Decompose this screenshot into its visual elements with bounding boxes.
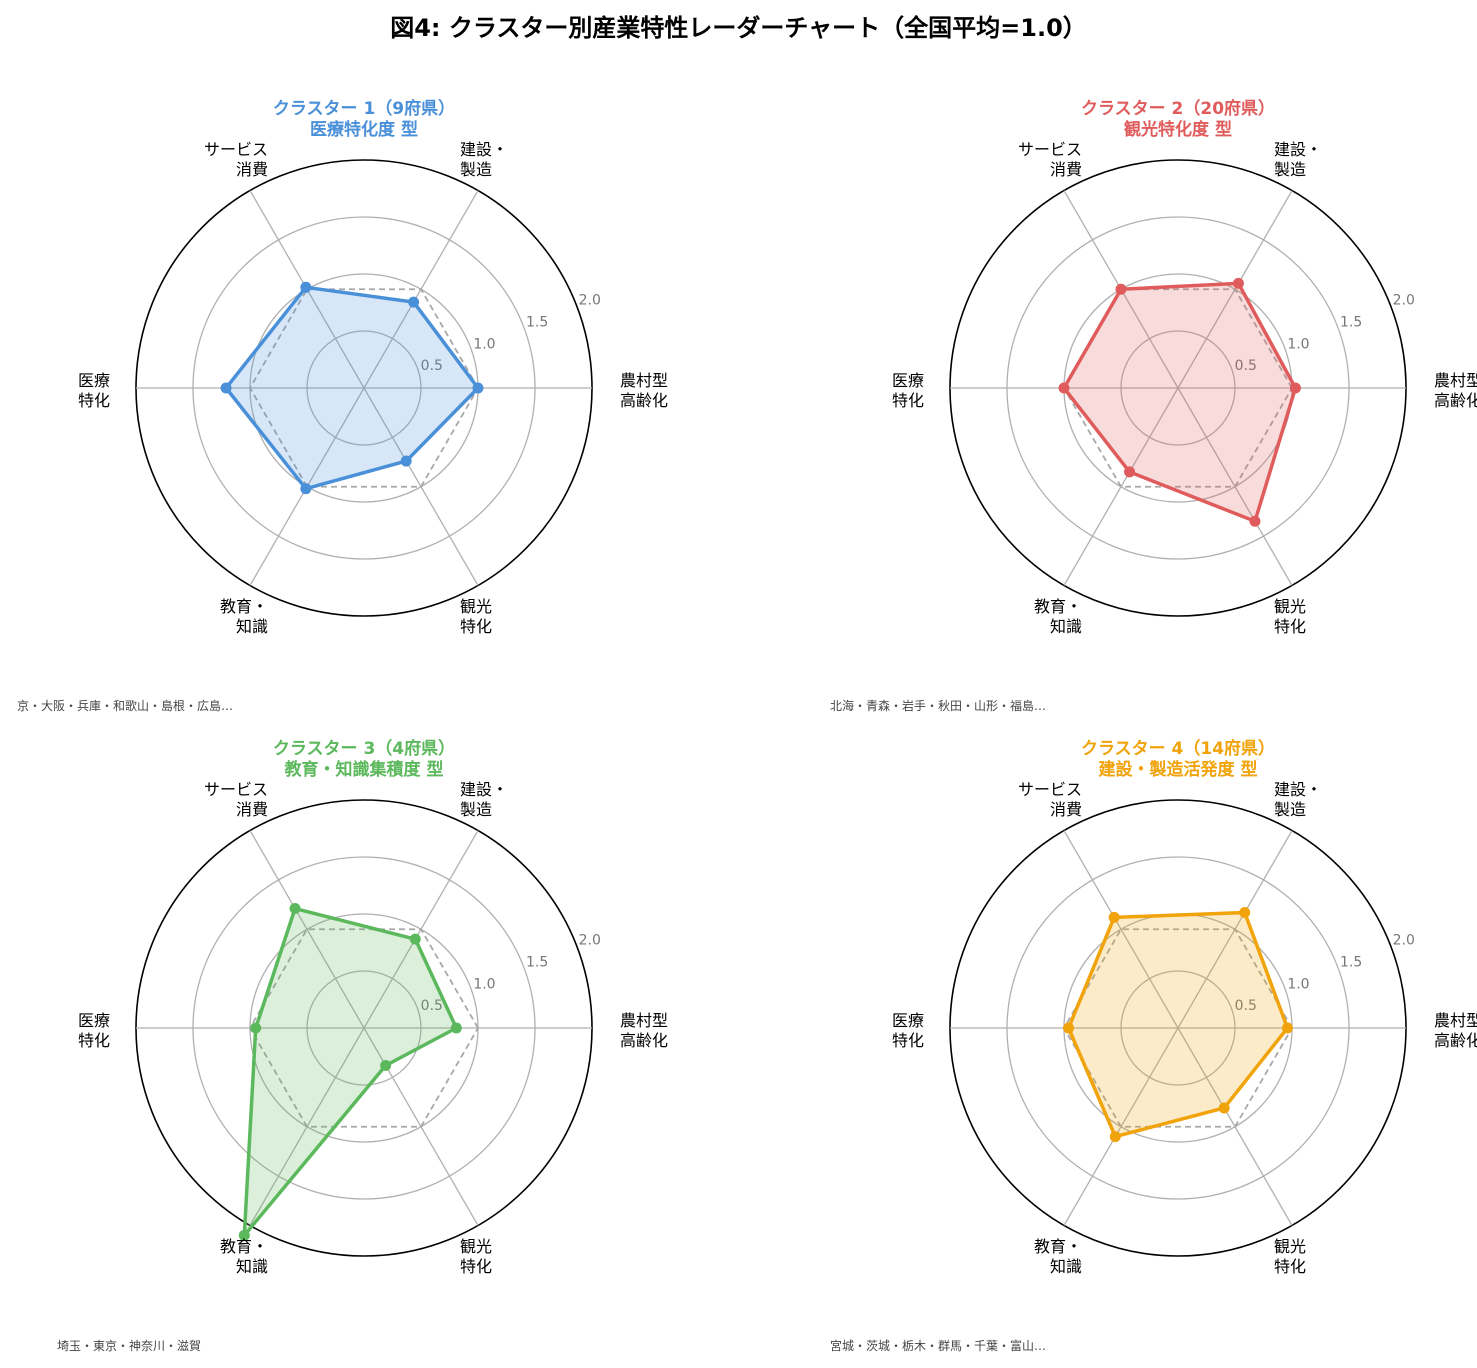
baseline-average-polygon bbox=[248, 288, 480, 488]
axis-label: 観光特化 bbox=[460, 1237, 492, 1276]
cluster-3-footnote: 埼玉・東京・神奈川・滋賀 bbox=[57, 1339, 202, 1353]
axis-label: 医療特化 bbox=[78, 1011, 110, 1050]
data-point bbox=[300, 281, 312, 293]
data-point bbox=[1232, 277, 1244, 289]
cluster-4-footnote: 宮城・茨城・栃木・群馬・千葉・富山… bbox=[830, 1339, 1047, 1353]
data-point bbox=[1108, 911, 1120, 923]
radial-tick-label: 0.5 bbox=[421, 998, 443, 1014]
radial-tick-label: 1.5 bbox=[526, 315, 548, 331]
baseline-average-polygon bbox=[248, 928, 480, 1128]
axis-label: 医療特化 bbox=[892, 1011, 924, 1050]
data-point bbox=[1115, 283, 1127, 295]
radial-tick-label: 1.0 bbox=[473, 336, 495, 352]
axis-label: 教育・知識 bbox=[220, 1237, 268, 1276]
radial-tick-label: 1.0 bbox=[473, 976, 495, 992]
cluster-1-footnote: 京・大阪・兵庫・和歌山・島根・広島… bbox=[17, 699, 234, 713]
figure-title: 図4: クラスター別産業特性レーダーチャート（全国平均=1.0） bbox=[390, 14, 1087, 42]
panel-title: クラスター 4（14府県） bbox=[1081, 738, 1275, 759]
panel-subtitle: 観光特化度 型 bbox=[1124, 119, 1232, 140]
axis-label: 建設・製造 bbox=[460, 780, 508, 819]
axis-label: サービス消費 bbox=[1018, 780, 1082, 819]
axis-label: 医療特化 bbox=[892, 371, 924, 410]
radial-tick-label: 1.5 bbox=[526, 955, 548, 971]
data-point bbox=[238, 1229, 250, 1241]
axis-label: サービス消費 bbox=[204, 780, 268, 819]
data-point bbox=[1239, 906, 1251, 918]
radial-tick-label: 2.0 bbox=[1393, 933, 1415, 949]
axis-label: 医療特化 bbox=[78, 371, 110, 410]
axis-label: 建設・製造 bbox=[460, 140, 508, 179]
data-point bbox=[408, 296, 420, 308]
axis-label: 農村型高齢化 bbox=[1434, 371, 1477, 410]
data-point bbox=[1124, 466, 1136, 478]
radial-tick-label: 0.5 bbox=[421, 358, 443, 374]
data-point bbox=[289, 903, 301, 915]
axis-label: 建設・製造 bbox=[1274, 780, 1322, 819]
radar-spoke bbox=[1063, 830, 1179, 1029]
axis-label: 教育・知識 bbox=[220, 597, 268, 636]
panel-title: クラスター 2（20府県） bbox=[1081, 98, 1275, 119]
data-point bbox=[1281, 1022, 1293, 1034]
data-point bbox=[1289, 382, 1301, 394]
data-point bbox=[250, 1022, 262, 1034]
axis-label: 建設・製造 bbox=[1274, 140, 1322, 179]
panel-subtitle: 医療特化度 型 bbox=[310, 119, 418, 140]
radial-tick-label: 1.5 bbox=[1340, 315, 1362, 331]
axis-label: 教育・知識 bbox=[1034, 1237, 1082, 1276]
axis-label: 観光特化 bbox=[1274, 597, 1306, 636]
data-point bbox=[220, 382, 232, 394]
radial-tick-label: 1.0 bbox=[1287, 976, 1309, 992]
data-point bbox=[472, 382, 484, 394]
radial-tick-label: 1.5 bbox=[1340, 955, 1362, 971]
axis-label: 教育・知識 bbox=[1034, 597, 1082, 636]
data-point bbox=[300, 483, 312, 495]
axis-label: 観光特化 bbox=[460, 597, 492, 636]
radial-tick-label: 2.0 bbox=[1393, 293, 1415, 309]
radial-tick-label: 0.5 bbox=[1235, 358, 1257, 374]
data-point bbox=[1058, 382, 1070, 394]
radial-tick-label: 0.5 bbox=[1235, 998, 1257, 1014]
axis-label: サービス消費 bbox=[1018, 140, 1082, 179]
data-point bbox=[1109, 1131, 1121, 1143]
panel-title: クラスター 3（4府県） bbox=[273, 738, 455, 759]
data-point bbox=[400, 455, 412, 467]
radial-tick-label: 1.0 bbox=[1287, 336, 1309, 352]
data-point bbox=[380, 1060, 392, 1072]
panel-title: クラスター 1（9府県） bbox=[273, 98, 455, 119]
axis-label: 観光特化 bbox=[1274, 1237, 1306, 1276]
cluster-2-footnote: 北海・青森・岩手・秋田・山形・福島… bbox=[830, 699, 1047, 713]
data-point bbox=[1249, 515, 1261, 527]
data-point bbox=[1063, 1022, 1075, 1034]
radar-spoke bbox=[249, 830, 365, 1029]
data-point bbox=[1218, 1102, 1230, 1114]
panel-subtitle: 建設・製造活発度 型 bbox=[1099, 759, 1258, 780]
radial-tick-label: 2.0 bbox=[579, 293, 601, 309]
cluster-data-polygon bbox=[1062, 281, 1298, 524]
data-point bbox=[450, 1022, 462, 1034]
data-point bbox=[409, 933, 421, 945]
axis-label: 農村型高齢化 bbox=[1434, 1011, 1477, 1050]
panel-subtitle: 教育・知識集積度 型 bbox=[284, 759, 444, 780]
cluster-data-polygon bbox=[242, 906, 459, 1238]
cluster-data-polygon bbox=[224, 285, 480, 491]
axis-label: 農村型高齢化 bbox=[620, 371, 668, 410]
cluster-data-polygon bbox=[1066, 910, 1290, 1139]
axis-label: 農村型高齢化 bbox=[620, 1011, 668, 1050]
radial-tick-label: 2.0 bbox=[579, 933, 601, 949]
axis-label: サービス消費 bbox=[204, 140, 268, 179]
